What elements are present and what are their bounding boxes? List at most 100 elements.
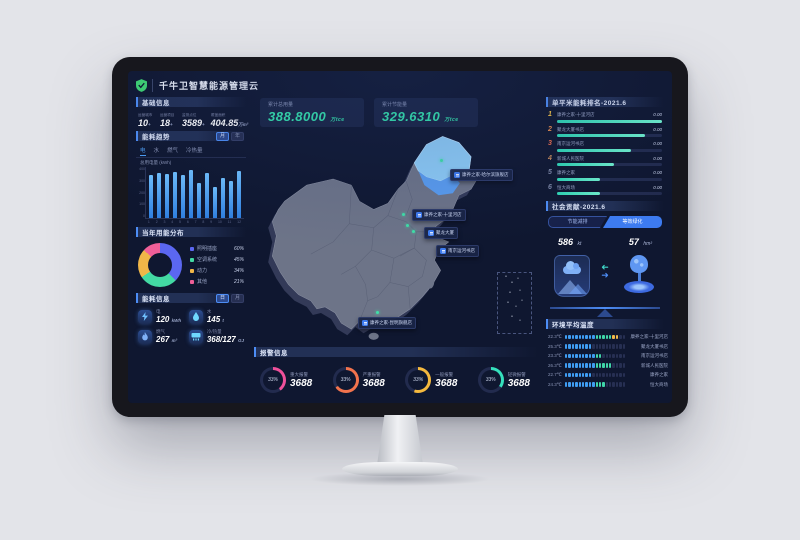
alarm-panel: 报警信息 33% 重大报警 3688 33%: [254, 344, 538, 398]
ranking-header: 单平米能耗排名-2021.6: [546, 97, 664, 107]
donut-chart: [138, 243, 182, 287]
map-site-dot[interactable]: [376, 311, 379, 314]
temperature-row: 23.3℃ 南京运河书店: [548, 353, 669, 359]
tab-energy-saving[interactable]: 节能减排: [548, 216, 607, 228]
energy-item-hvac: 冷/热量 368/127 GJ: [188, 329, 244, 344]
water-drop-icon: [188, 309, 203, 324]
alarm-title: 报警信息: [260, 350, 288, 357]
shield-logo-icon: [136, 79, 147, 92]
base-shadow: [310, 472, 490, 486]
tree-icon: [622, 255, 656, 295]
energy-item-water: 水 145 t: [188, 309, 244, 324]
tab-cooling[interactable]: 冷热量: [186, 148, 203, 154]
legend-item: 照明插座 60%: [190, 245, 244, 252]
tab-green-equivalent[interactable]: 等效绿化: [603, 216, 662, 228]
legend-item: 其他 21%: [190, 278, 244, 285]
app-header: 千牛卫智慧能源管理云: [136, 77, 664, 94]
dashboard-screen: 千牛卫智慧能源管理云 基础信息 运营城市 10+ 运营项目: [128, 71, 672, 403]
basic-info-title: 基础信息: [142, 100, 170, 107]
building-doc-icon: [454, 172, 460, 178]
temperature-row: 22.3℃ 康养之家-十里河店: [548, 334, 669, 340]
china-map[interactable]: 康养之家-哈尔滨旗舰店 康养之家-十里河店 聚龙大厦 南京运河书店: [254, 127, 538, 344]
alarm-header: 报警信息: [254, 347, 538, 357]
map-chip-shilihe[interactable]: 康养之家-十里河店: [412, 209, 466, 221]
energy-info-grid: 电 120 kWh 水 145 t: [136, 306, 246, 347]
map-site-dot[interactable]: [412, 230, 415, 233]
legend-item: 动力 34%: [190, 267, 244, 274]
temperature-row: 25.3℃ 聚龙大厦书店: [548, 343, 669, 349]
building-doc-icon: [362, 320, 368, 326]
right-column: 单平米能耗排名-2021.6 1 康养之家-十里河店 0.00 2 聚龙大厦书店 0.0…: [546, 94, 669, 398]
trend-title: 能耗趋势: [142, 134, 170, 141]
energy-toggle-day[interactable]: 日: [215, 293, 229, 303]
building-doc-icon: [416, 212, 422, 218]
map-site-dot[interactable]: [406, 224, 409, 227]
ranking-row[interactable]: 2 聚龙大厦书店 0.00: [548, 126, 662, 137]
contribution-tabs: 节能减排 等效绿化: [548, 216, 662, 228]
center-column: 累计总用量 388.8000 万tce 累计节能量 329.6310 万tce: [254, 94, 538, 398]
stat-area: 覆盖面积 404.85万m²: [210, 112, 249, 128]
balance-beam: [550, 307, 660, 317]
ranking-list: 1 康养之家-十里河店 0.00 2 聚龙大厦书店 0.00 3 南京运河书店 0.00: [546, 110, 664, 195]
donut-legend: 照明插座 60% 空调系统 45% 动力 34%: [190, 245, 244, 285]
monitor-base: [342, 462, 458, 476]
map-chip-kunming[interactable]: 康养之家-昆明旗舰店: [358, 317, 416, 329]
ranking-title: 单平米能耗排名-2021.6: [552, 100, 627, 107]
map-chip-harbin[interactable]: 康养之家-哈尔滨旗舰店: [450, 169, 513, 181]
lightning-icon: [138, 309, 152, 324]
contribution-title: 社会贡献-2021.6: [552, 204, 606, 211]
tab-water[interactable]: 水: [153, 148, 160, 154]
china-map-svg: [268, 136, 478, 340]
temperature-row: 24.3℃ 恒大商场: [548, 381, 669, 387]
map-site-dot[interactable]: [440, 159, 443, 162]
emission-glass-icon: [554, 255, 590, 297]
gauge-minor: 33% 轻微报警 3688: [477, 362, 530, 398]
gauge-general: 33% 一般报警 3688: [405, 362, 457, 398]
left-column: 基础信息 运营城市 10+ 运营项目 18+ 监测点位 3: [136, 94, 249, 398]
ranking-row[interactable]: 4 新城人民医院 0.00: [548, 155, 662, 166]
building-doc-icon: [440, 248, 446, 254]
energy-toggle-month[interactable]: 月: [230, 293, 244, 303]
basic-info-stats: 运营城市 10+ 运营项目 18+ 监测点位 3589+ 覆盖面积: [136, 110, 249, 128]
ranking-row[interactable]: 3 南京运河书店 0.00: [548, 140, 662, 152]
stat-cities: 运营城市 10+: [138, 112, 153, 128]
trend-tabs: 电 水 燃气 冷热量: [136, 144, 246, 158]
ranking-row[interactable]: 1 康养之家-十里河店 0.00: [548, 111, 662, 123]
stat-projects: 运营项目 18+: [160, 112, 175, 128]
total-consumption-card: 累计总用量 388.8000 万tce: [260, 98, 364, 127]
basic-info-header: 基础信息: [136, 97, 246, 107]
gauge-critical: 33% 重大报警 3688: [260, 362, 312, 398]
temperature-row: 26.3℃ 新城人民医院: [548, 362, 669, 368]
energy-item-gas: 燃气 267 m³: [138, 329, 185, 344]
page-title: 千牛卫智慧能源管理云: [152, 79, 259, 92]
flame-icon: [138, 329, 152, 344]
trend-toggle-year[interactable]: 年: [230, 131, 244, 141]
monitor-stand: [377, 415, 423, 465]
contribution-header: 社会贡献-2021.6: [546, 201, 664, 211]
map-site-dot[interactable]: [402, 213, 405, 216]
balance-scene: ➜ ➜: [546, 251, 664, 317]
ranking-row[interactable]: 5 康养之家 0.00: [548, 169, 662, 181]
distribution-header: 当年用能分布: [136, 227, 246, 237]
energy-item-electricity: 电 120 kWh: [138, 309, 185, 324]
tab-gas[interactable]: 燃气: [167, 148, 179, 154]
energy-info-title: 能耗信息: [142, 296, 170, 303]
total-savings-card: 累计节能量 329.6310 万tce: [374, 98, 478, 127]
temperature-header: 环境平均温度: [546, 319, 664, 329]
trend-xticks: 1 2 3 4 5 6 7 8 9 10 11 12: [147, 220, 242, 224]
green-area-value: 57 hm²: [628, 237, 652, 247]
ranking-row[interactable]: 6 恒大商场 0.00: [548, 184, 662, 195]
temperature-title: 环境平均温度: [552, 322, 594, 329]
trend-bar-chart: 400 300 200 100 0: [138, 167, 244, 219]
trend-bars: [145, 167, 244, 219]
energy-info-header: 能耗信息 日 月: [136, 293, 246, 303]
trend-ylabel: 总用电量 (kWh): [140, 160, 172, 165]
legend-item: 空调系统 45%: [190, 256, 244, 263]
map-chip-julong[interactable]: 聚龙大厦: [424, 227, 458, 239]
trend-yticks: 400 300 200 100 0: [139, 167, 145, 218]
distribution-title: 当年用能分布: [142, 230, 184, 237]
tab-electricity[interactable]: 电: [140, 148, 146, 156]
temperature-row: 22.7℃ 康养之家: [548, 372, 669, 378]
map-chip-nanjing[interactable]: 南京运河书店: [436, 245, 479, 257]
trend-toggle-month[interactable]: 月: [215, 131, 229, 141]
